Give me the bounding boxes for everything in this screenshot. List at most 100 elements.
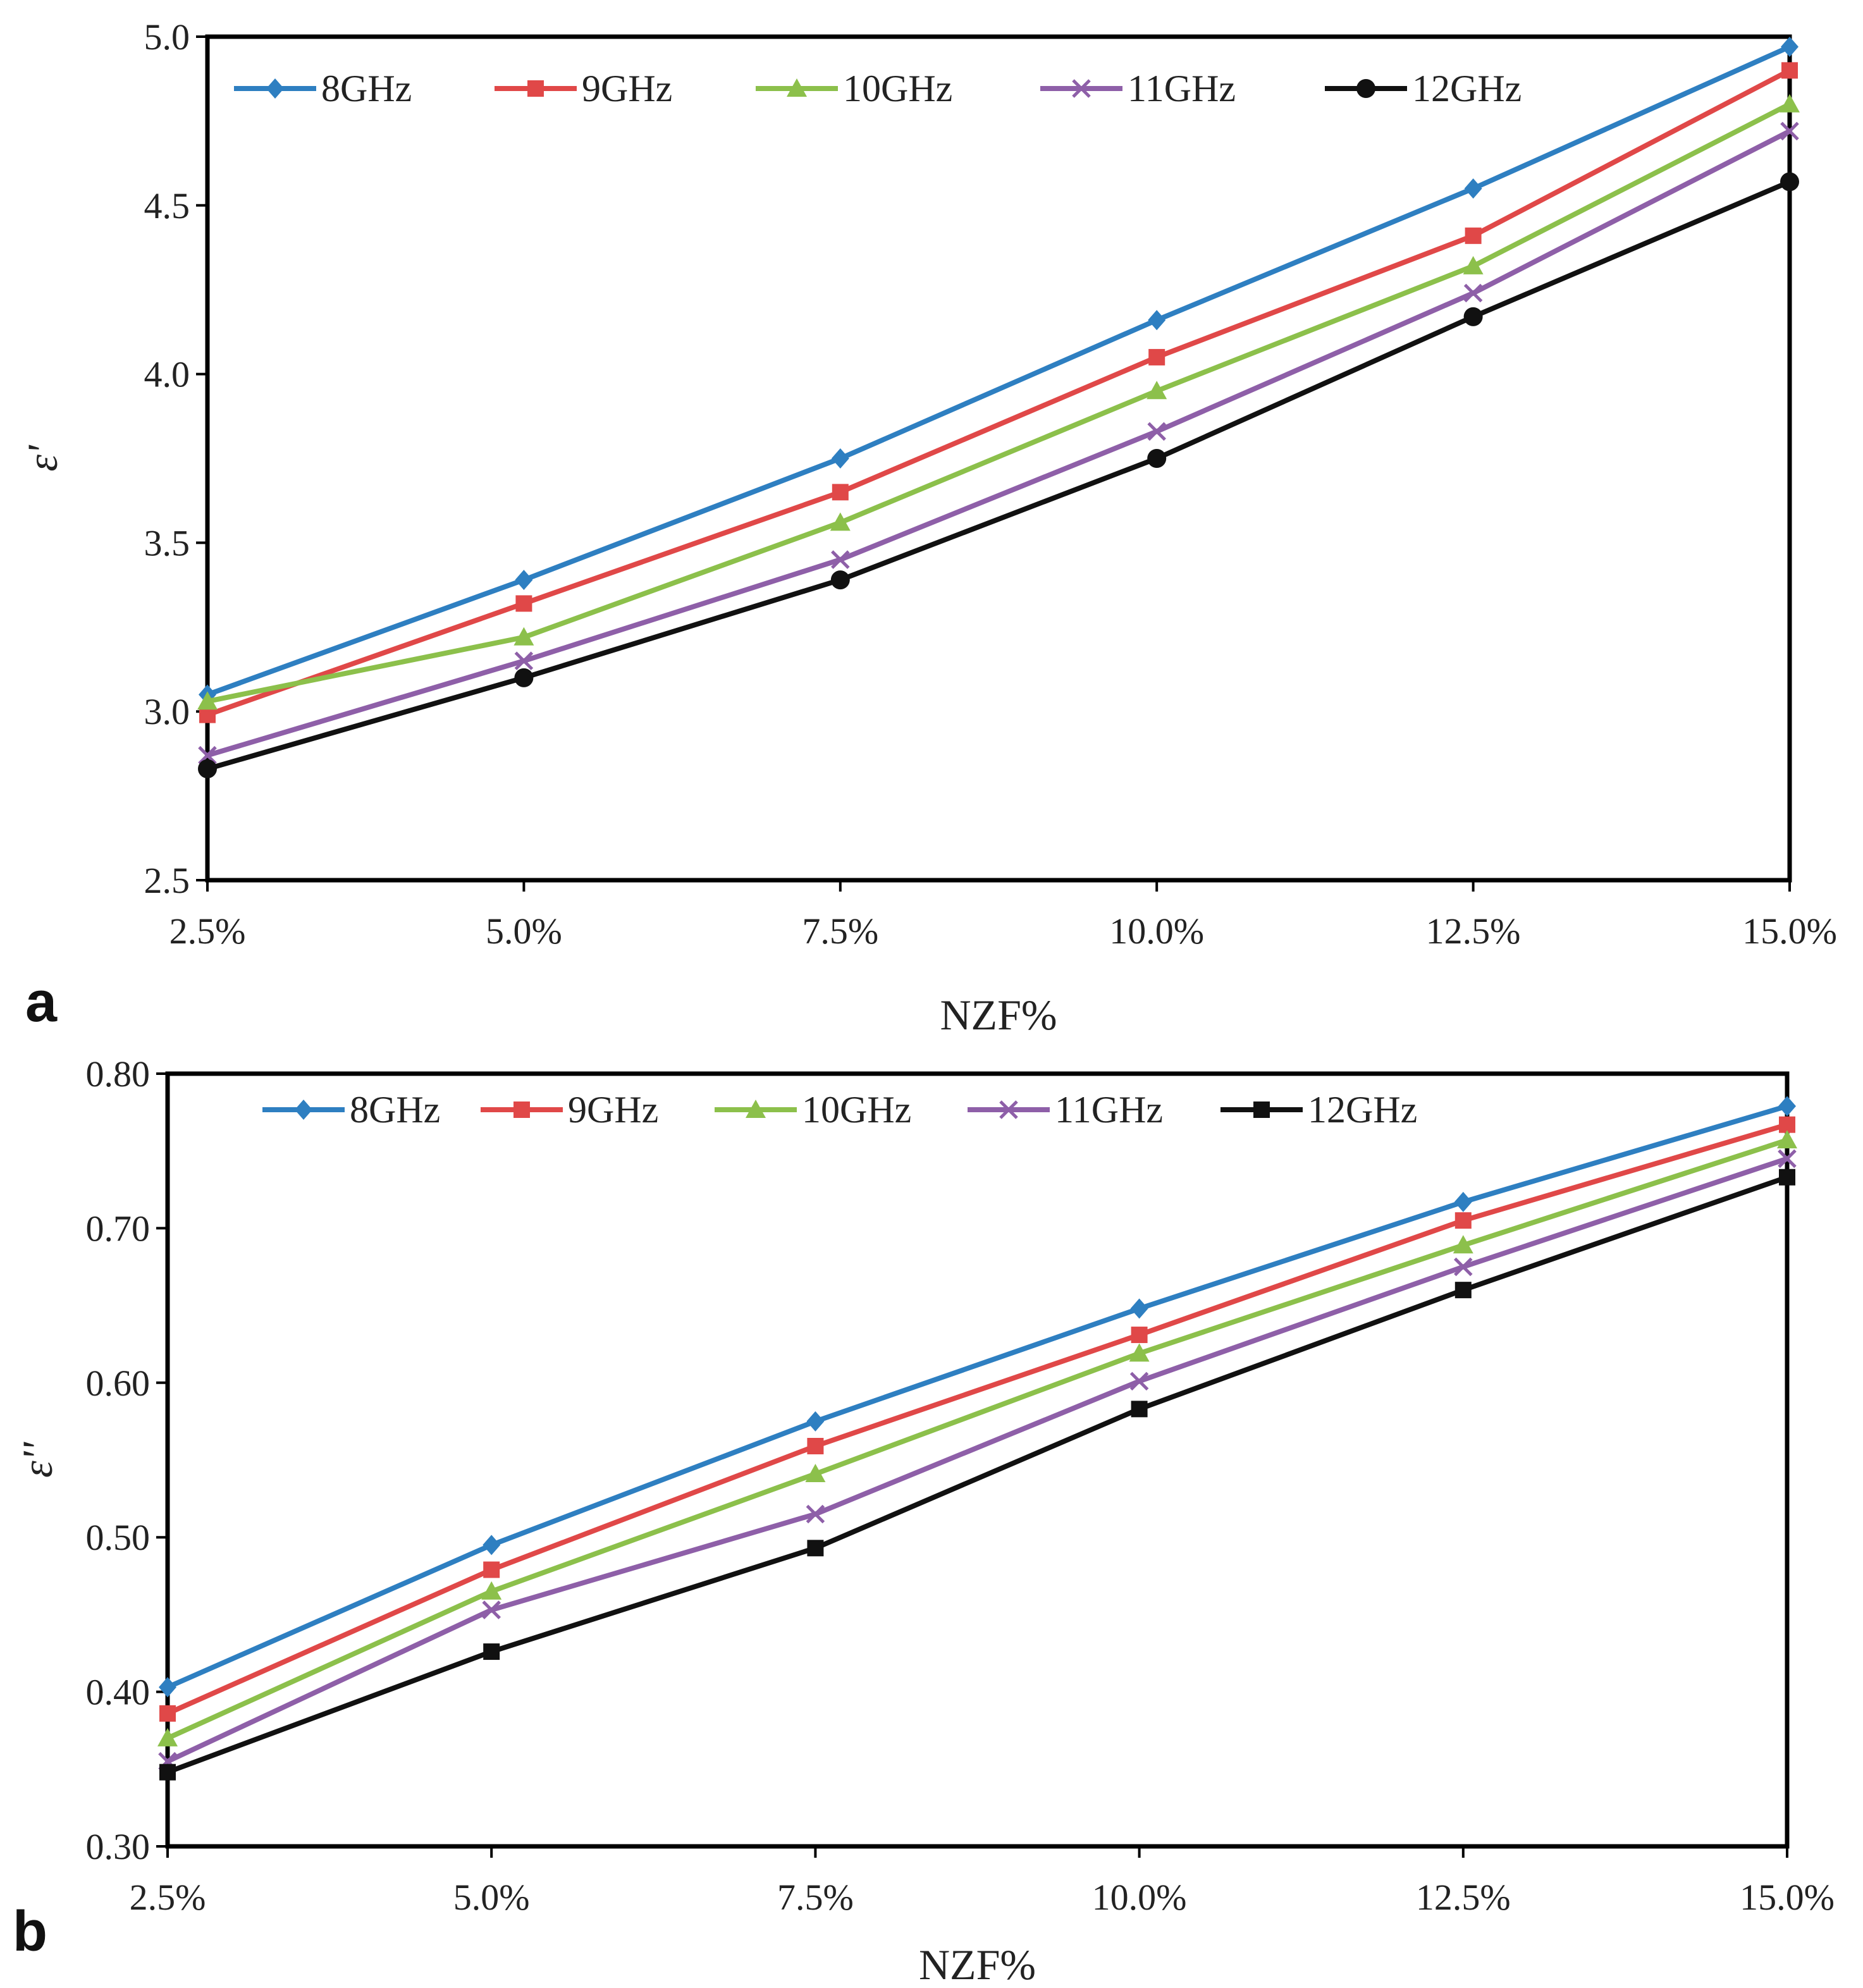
data-point-9GHz — [515, 595, 532, 612]
data-point-8GHz — [1148, 310, 1166, 331]
data-point-12GHz — [1454, 1282, 1472, 1299]
y-tick-label: 0.60 — [86, 1363, 151, 1404]
y-tick-label: 2.5 — [144, 860, 190, 901]
data-point-10GHz — [1463, 255, 1484, 274]
data-point-11GHz — [806, 1504, 825, 1524]
legend-label: 10GHz — [802, 1089, 911, 1131]
data-point-11GHz — [1463, 283, 1483, 303]
series-line-9GHz — [205, 68, 1792, 718]
legend-label: 9GHz — [582, 68, 672, 109]
data-point-12GHz — [483, 1643, 500, 1660]
data-point-8GHz — [1464, 178, 1482, 199]
legend-marker-11GHz — [1072, 79, 1091, 98]
data-point-10GHz — [197, 691, 218, 710]
y-tick-label: 0.50 — [86, 1517, 151, 1558]
x-tick-label: 2.5% — [130, 1877, 206, 1918]
legend-label: 12GHz — [1412, 68, 1522, 109]
y-axis-title: ε'' — [13, 1442, 61, 1478]
data-point-12GHz — [198, 759, 217, 778]
data-point-8GHz — [1781, 37, 1798, 58]
data-point-10GHz — [830, 512, 851, 531]
y-tick-label: 0.70 — [86, 1208, 151, 1249]
data-point-8GHz — [515, 570, 533, 591]
data-point-8GHz — [806, 1411, 825, 1432]
data-point-12GHz — [1147, 449, 1167, 468]
y-tick-label: 4.0 — [144, 354, 190, 395]
data-point-9GHz — [1465, 227, 1482, 244]
data-point-11GHz — [1147, 422, 1166, 441]
panel-label: a — [25, 971, 58, 1034]
legend-marker-9GHz — [513, 1101, 530, 1118]
x-tick-label: 15.0% — [1740, 1877, 1835, 1918]
x-tick-label: 7.5% — [802, 911, 878, 952]
data-point-10GHz — [1129, 1343, 1150, 1362]
data-point-12GHz — [1780, 172, 1799, 192]
legend-label: 8GHz — [321, 68, 412, 109]
x-tick-label: 10.0% — [1109, 911, 1204, 952]
x-tick-label: 12.5% — [1416, 1877, 1511, 1918]
data-point-8GHz — [483, 1535, 501, 1555]
chart-panel-a: 2.5 3.0 3.5 4.0 4.5 5.0 2.5% 5.0% 7.5% 10.0% 12.5%… — [18, 16, 1837, 1039]
legend-label: 12GHz — [1308, 1089, 1417, 1131]
legend-marker-9GHz — [527, 80, 544, 97]
data-point-10GHz — [481, 1581, 502, 1600]
legend-marker-11GHz — [999, 1100, 1018, 1119]
x-tick-label: 5.0% — [486, 911, 562, 952]
plot-area-frame — [205, 34, 1792, 883]
data-point-9GHz — [483, 1561, 500, 1578]
legend-label: 11GHz — [1128, 68, 1236, 109]
chart-panel-b: 0.30 0.40 0.50 0.60 0.70 0.80 2.5% 5.0% 7.5% 10.0… — [13, 1053, 1835, 1988]
x-tick-label: 10.0% — [1092, 1877, 1187, 1918]
legend-marker-10GHz — [746, 1100, 766, 1118]
x-tick-label: 12.5% — [1426, 911, 1521, 952]
data-point-10GHz — [513, 627, 534, 646]
y-tick-label: 4.5 — [144, 185, 190, 226]
data-point-8GHz — [831, 448, 849, 469]
x-tick-label: 7.5% — [777, 1877, 854, 1918]
data-point-10GHz — [1780, 94, 1800, 113]
series-line-12GHz — [205, 179, 1792, 771]
data-point-9GHz — [1148, 348, 1165, 365]
data-point-9GHz — [1781, 62, 1798, 79]
x-tick-label: 15.0% — [1742, 911, 1837, 952]
legend-label: 8GHz — [350, 1089, 440, 1131]
data-point-11GHz — [1129, 1371, 1149, 1391]
series-line-11GHz — [165, 1156, 1790, 1764]
series-line-9GHz — [165, 1122, 1790, 1716]
legend: 8GHz 9GHz 10GHz 11GHz 12GHz — [262, 1089, 1417, 1131]
legend-marker-8GHz — [295, 1100, 312, 1120]
data-point-8GHz — [1778, 1096, 1796, 1117]
data-point-9GHz — [1454, 1212, 1472, 1229]
series-line-8GHz — [205, 44, 1792, 697]
data-point-10GHz — [1453, 1235, 1473, 1254]
x-tick-label: 5.0% — [453, 1877, 530, 1918]
data-point-12GHz — [514, 668, 534, 687]
legend: 8GHz 9GHz 10GHz 11GHz 12GHz — [234, 68, 1522, 109]
y-tick-label: 0.80 — [86, 1053, 151, 1095]
data-point-11GHz — [1454, 1257, 1473, 1277]
data-point-9GHz — [159, 1705, 176, 1722]
data-point-11GHz — [1778, 1149, 1797, 1169]
legend-label: 9GHz — [568, 1089, 658, 1131]
legend-label: 10GHz — [843, 68, 952, 109]
data-point-11GHz — [482, 1600, 501, 1619]
series-line-10GHz — [165, 1138, 1790, 1741]
data-point-10GHz — [805, 1463, 826, 1482]
legend-marker-12GHz — [1253, 1101, 1270, 1118]
data-point-9GHz — [807, 1438, 824, 1455]
x-axis-title: NZF% — [940, 991, 1057, 1039]
panel-label: b — [13, 1900, 47, 1963]
data-point-10GHz — [1147, 381, 1167, 400]
data-point-8GHz — [1130, 1298, 1148, 1319]
y-tick-label: 5.0 — [144, 16, 190, 58]
data-point-11GHz — [1780, 121, 1799, 141]
y-axis-title: ε' — [18, 445, 66, 472]
legend-marker-10GHz — [787, 78, 807, 97]
legend-marker-8GHz — [266, 78, 284, 99]
data-point-8GHz — [1454, 1191, 1472, 1212]
data-point-11GHz — [198, 746, 217, 765]
x-tick-label: 2.5% — [169, 911, 246, 952]
series-line-8GHz — [165, 1103, 1790, 1690]
data-point-11GHz — [514, 651, 534, 670]
